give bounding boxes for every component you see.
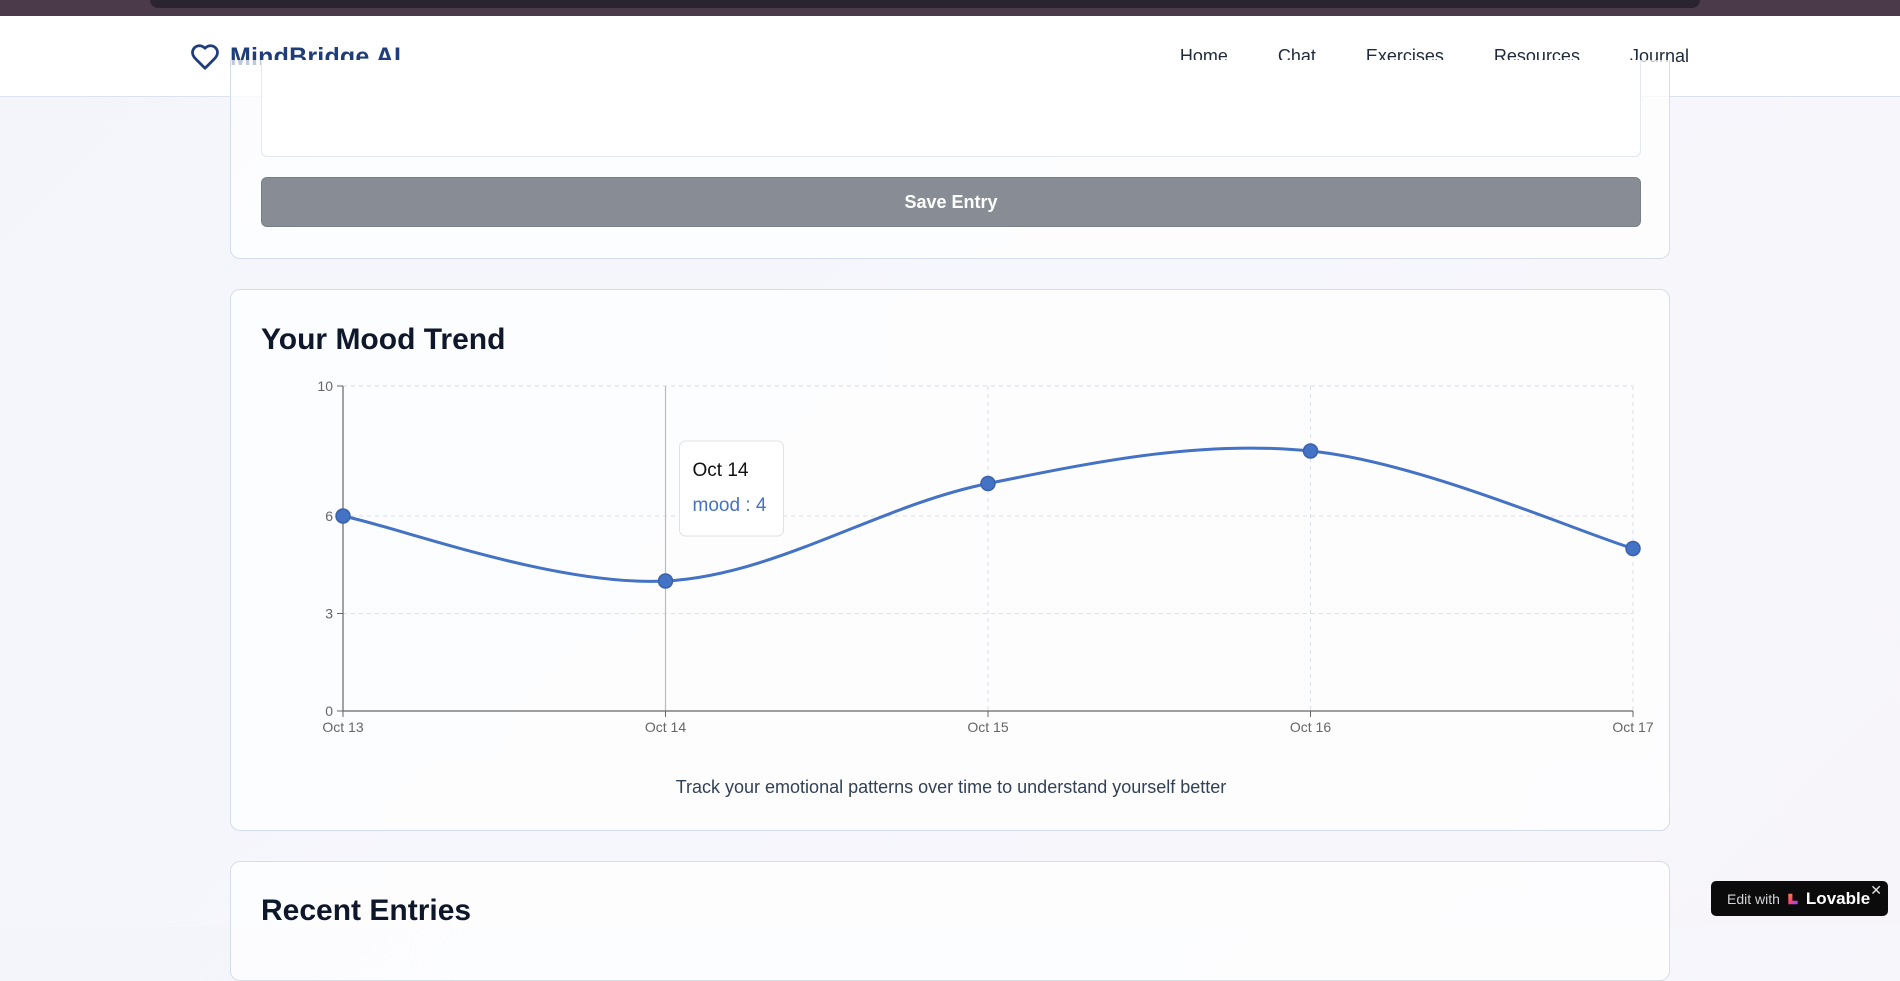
y-tick-label: 3 — [325, 606, 333, 622]
mood-trend-chart[interactable]: 0 3 6 10 Oct 13 Oct 14 Oct 15 Oct 16 Oct 17 Oct 1… — [231, 290, 1671, 832]
data-point-oct-14 — [657, 573, 674, 589]
x-tick-label: Oct 17 — [1612, 719, 1653, 735]
badge-edit-text: Edit with — [1727, 890, 1780, 907]
tooltip-label: Oct 14 — [693, 460, 749, 481]
journal-entry-card: Save Entry — [230, 60, 1670, 259]
heart-icon — [191, 44, 219, 70]
y-tick-label: 6 — [325, 508, 333, 524]
browser-top-strip — [0, 0, 1900, 16]
x-tick-label: Oct 16 — [1290, 719, 1331, 735]
x-tick-label: Oct 15 — [967, 719, 1008, 735]
recent-entries-title: Recent Entries — [261, 894, 472, 927]
x-tick-label: Oct 13 — [322, 719, 363, 735]
recent-entries-card: Recent Entries — [230, 861, 1670, 981]
badge-close-icon[interactable]: ✕ — [1870, 882, 1882, 898]
y-tick-label: 0 — [325, 703, 333, 719]
x-tick-label: Oct 14 — [645, 719, 686, 735]
badge-brand: Lovable — [1805, 888, 1871, 908]
tooltip-box — [679, 440, 784, 537]
save-entry-button[interactable]: Save Entry — [261, 177, 1641, 227]
edit-with-lovable-badge[interactable]: Edit with Lovable ✕ — [1711, 881, 1888, 916]
journal-textarea[interactable] — [261, 60, 1641, 157]
mood-trend-caption: Track your emotional patterns over time … — [675, 777, 1227, 797]
data-point-oct-17 — [1625, 540, 1641, 557]
lovable-heart-icon — [1788, 893, 1798, 904]
tooltip-value: mood : 4 — [693, 495, 767, 516]
mood-trend-title: Your Mood Trend — [261, 323, 506, 356]
data-point-oct-15 — [980, 475, 996, 492]
data-point-oct-13 — [335, 508, 351, 524]
data-point-oct-16 — [1302, 443, 1319, 459]
y-tick-label: 10 — [317, 378, 333, 394]
browser-top-bar — [150, 0, 1700, 8]
mood-trend-card: Your Mood Trend 0 3 6 10 Oct 13 Oct 14 Oct 15 O… — [230, 289, 1670, 831]
